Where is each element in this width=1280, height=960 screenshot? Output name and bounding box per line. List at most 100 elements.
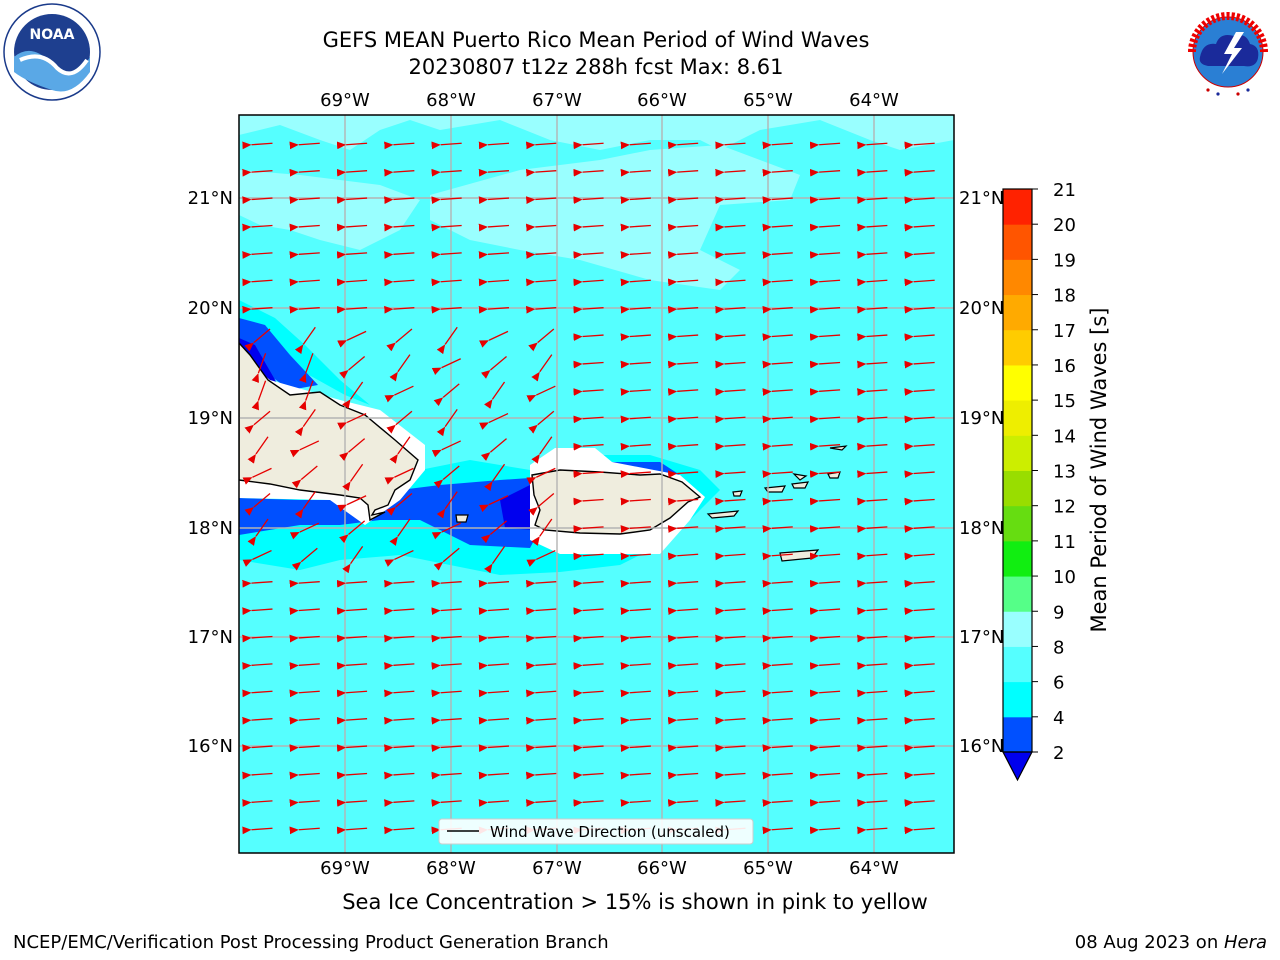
wind-wave-arrow bbox=[528, 410, 555, 434]
wind-wave-arrow bbox=[904, 470, 935, 479]
wind-wave-arrow bbox=[336, 744, 368, 753]
wind-wave-arrow bbox=[242, 607, 273, 616]
colorbar-label: Mean Period of Wind Waves [s] bbox=[1087, 308, 1111, 633]
wind-wave-arrow bbox=[809, 442, 841, 451]
wind-wave-arrow bbox=[857, 223, 888, 232]
wind-wave-arrow bbox=[715, 771, 746, 780]
wind-wave-arrow bbox=[573, 442, 604, 451]
wind-wave-arrow bbox=[715, 497, 746, 506]
wind-wave-arrow bbox=[431, 278, 462, 287]
wind-wave-arrow bbox=[809, 662, 841, 670]
wind-wave-arrow bbox=[289, 826, 320, 835]
lon-tick: 65°W bbox=[743, 90, 793, 111]
field-6s-west bbox=[239, 300, 370, 405]
wind-wave-arrow bbox=[809, 360, 841, 369]
wind-wave-arrow bbox=[857, 771, 888, 780]
colorbar-tick-label: 14 bbox=[1053, 426, 1076, 447]
wind-wave-arrow bbox=[715, 388, 746, 396]
wind-wave-arrow bbox=[573, 607, 604, 616]
wind-wave-arrow bbox=[289, 522, 320, 540]
wind-wave-arrow bbox=[809, 470, 841, 479]
field-2s-mona bbox=[500, 485, 535, 530]
wind-wave-arrow bbox=[762, 826, 793, 835]
wind-wave-arrow bbox=[431, 168, 462, 177]
wind-wave-arrow bbox=[384, 716, 415, 725]
wind-wave-arrow bbox=[904, 223, 935, 232]
wind-wave-arrow bbox=[289, 440, 320, 458]
wind-wave-arrow bbox=[809, 415, 841, 424]
map-frame bbox=[238, 114, 955, 854]
wind-wave-arrow bbox=[478, 634, 510, 643]
wind-wave-arrow bbox=[336, 223, 368, 232]
wind-wave-arrow bbox=[431, 579, 462, 588]
wind-wave-arrow bbox=[289, 689, 320, 698]
lat-tick: 17°N bbox=[188, 627, 233, 648]
colorbar-tick-label: 19 bbox=[1053, 250, 1076, 271]
wind-wave-arrow bbox=[289, 141, 320, 150]
lon-tick: 64°W bbox=[849, 90, 899, 111]
wind-wave-arrow bbox=[857, 689, 888, 698]
field-4s-west bbox=[239, 318, 318, 390]
wind-wave-arrow bbox=[762, 470, 793, 479]
wind-wave-arrow bbox=[573, 744, 604, 753]
wind-wave-arrow bbox=[715, 552, 746, 561]
wind-wave-arrow bbox=[336, 607, 368, 616]
colorbar-segment bbox=[1003, 646, 1032, 683]
land-mona bbox=[455, 514, 469, 523]
wind-wave-arrow bbox=[289, 251, 320, 259]
wind-wave-arrow bbox=[620, 552, 651, 561]
colorbar-segment bbox=[1003, 259, 1032, 296]
wind-wave-arrow bbox=[809, 744, 841, 753]
wind-wave-arrow bbox=[620, 607, 651, 616]
colorbar-segment bbox=[1003, 189, 1032, 225]
wind-wave-arrow bbox=[431, 358, 461, 376]
wind-wave-arrow bbox=[384, 662, 415, 670]
wind-wave-arrow bbox=[715, 415, 746, 424]
lat-tick: 16°N bbox=[188, 736, 233, 757]
colorbar-segment bbox=[1003, 505, 1032, 542]
wind-wave-arrow bbox=[667, 442, 699, 451]
field-8s-central bbox=[430, 145, 800, 290]
lat-tick: 19°N bbox=[959, 408, 1004, 429]
wind-wave-arrow bbox=[336, 662, 368, 670]
wind-wave-arrow bbox=[431, 440, 461, 458]
lon-tick: 68°W bbox=[426, 858, 476, 879]
wind-wave-arrow bbox=[573, 525, 604, 533]
wind-wave-arrow bbox=[904, 634, 935, 643]
wind-wave-arrow bbox=[904, 251, 935, 259]
wind-wave-arrow bbox=[857, 360, 888, 369]
legend-label: Wind Wave Direction (unscaled) bbox=[490, 823, 730, 841]
wind-wave-arrow bbox=[289, 168, 320, 177]
wind-wave-arrow bbox=[857, 579, 888, 588]
wind-wave-arrow bbox=[857, 552, 888, 561]
colorbar-tick-label: 12 bbox=[1053, 497, 1076, 518]
wind-wave-arrow bbox=[715, 716, 746, 725]
wind-wave-arrow bbox=[573, 141, 604, 150]
wind-wave-arrow bbox=[762, 771, 793, 780]
wind-wave-arrow bbox=[431, 744, 462, 753]
wind-wave-arrow bbox=[857, 388, 888, 396]
wind-wave-arrow bbox=[762, 360, 793, 369]
wind-wave-arrow bbox=[384, 251, 415, 259]
national-weather-service-logo bbox=[1180, 4, 1276, 100]
wind-wave-arrow bbox=[809, 716, 841, 725]
wind-wave-arrow bbox=[573, 415, 604, 424]
colorbar-tick-label: 4 bbox=[1053, 708, 1064, 729]
wind-wave-arrow bbox=[339, 438, 366, 461]
lat-tick: 20°N bbox=[188, 298, 233, 319]
wind-wave-arrow bbox=[384, 826, 415, 835]
colorbar-under-extension bbox=[1002, 751, 1033, 782]
wind-wave-arrow bbox=[339, 355, 366, 379]
wind-wave-arrow bbox=[857, 826, 888, 835]
wind-wave-arrow bbox=[480, 520, 507, 544]
wind-wave-arrow bbox=[244, 492, 271, 516]
colorbar-tick-label: 21 bbox=[1053, 180, 1076, 201]
wind-wave-arrow bbox=[336, 196, 368, 205]
colorbar-segment bbox=[1003, 681, 1032, 718]
wind-wave-arrow bbox=[904, 278, 935, 287]
wind-wave-arrow bbox=[620, 223, 651, 232]
wind-wave-arrow bbox=[904, 196, 935, 205]
colorbar-tick-label: 20 bbox=[1053, 215, 1076, 236]
wind-wave-arrow bbox=[762, 689, 793, 698]
wind-wave-arrow bbox=[289, 799, 320, 807]
